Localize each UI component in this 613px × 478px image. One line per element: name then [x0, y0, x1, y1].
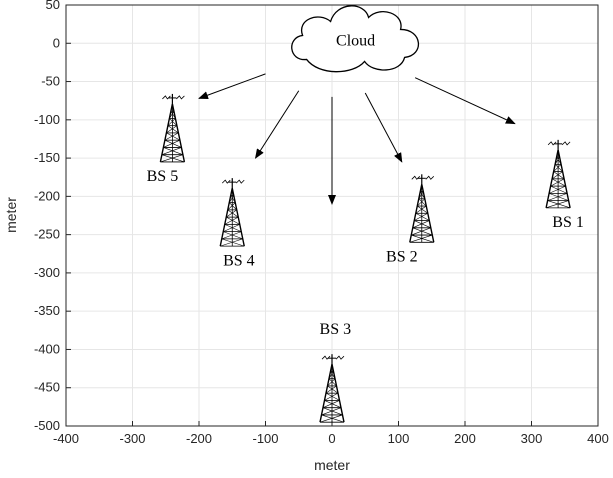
- cloud-label: Cloud: [336, 32, 375, 49]
- x-tick-label: 400: [587, 431, 609, 446]
- x-tick-label: -100: [252, 431, 278, 446]
- y-tick-label: -400: [34, 341, 60, 356]
- tower-icon: [409, 174, 435, 243]
- x-tick-label: 0: [328, 431, 335, 446]
- x-tick-label: 200: [454, 431, 476, 446]
- y-tick-label: -100: [34, 112, 60, 127]
- link-arrow: [198, 73, 266, 100]
- x-tick-label: 300: [521, 431, 543, 446]
- link-arrows: [198, 73, 516, 206]
- y-tick-label: 50: [46, 0, 60, 12]
- cloud-shape: [291, 5, 420, 73]
- x-tick-label: -300: [119, 431, 145, 446]
- tower-icon: [545, 139, 571, 209]
- y-tick-label: -200: [34, 188, 60, 203]
- x-axis-label: meter: [314, 457, 350, 473]
- base-station-label: BS 1: [552, 214, 584, 231]
- y-tick-label: -450: [34, 380, 60, 395]
- y-axis-label: meter: [3, 197, 19, 233]
- base-station-label: BS 2: [386, 248, 418, 265]
- x-axis-ticks: -400 -300 -200 -100 0 100 200 300 400: [53, 421, 609, 446]
- tower-icon: [319, 354, 345, 423]
- y-tick-label: -250: [34, 227, 60, 242]
- y-tick-label: -300: [34, 265, 60, 280]
- y-tick-label: 0: [53, 35, 60, 50]
- link-arrow: [414, 77, 516, 125]
- cloud-icon: [291, 5, 420, 73]
- x-tick-label: 100: [388, 431, 410, 446]
- base-station-label: BS 4: [223, 252, 255, 269]
- y-tick-label: -150: [34, 150, 60, 165]
- x-tick-label: -400: [53, 431, 79, 446]
- tower-icon: [159, 93, 186, 163]
- y-tick-label: -350: [34, 303, 60, 318]
- x-tick-label: -200: [186, 431, 212, 446]
- base-stations: BS 1 BS 2 BS 3 BS 4 BS 5: [147, 93, 584, 423]
- y-tick-label: -50: [41, 74, 60, 89]
- link-arrow: [364, 92, 403, 163]
- y-axis-ticks: 50 0 -50 -100 -150 -200 -250 -300 -350 -400 -450 -5…: [34, 0, 71, 433]
- base-station-label: BS 3: [320, 321, 352, 338]
- tower-icon: [219, 178, 245, 247]
- y-tick-label: -500: [34, 418, 60, 433]
- link-arrow: [254, 90, 300, 159]
- base-station-label: BS 5: [147, 168, 179, 185]
